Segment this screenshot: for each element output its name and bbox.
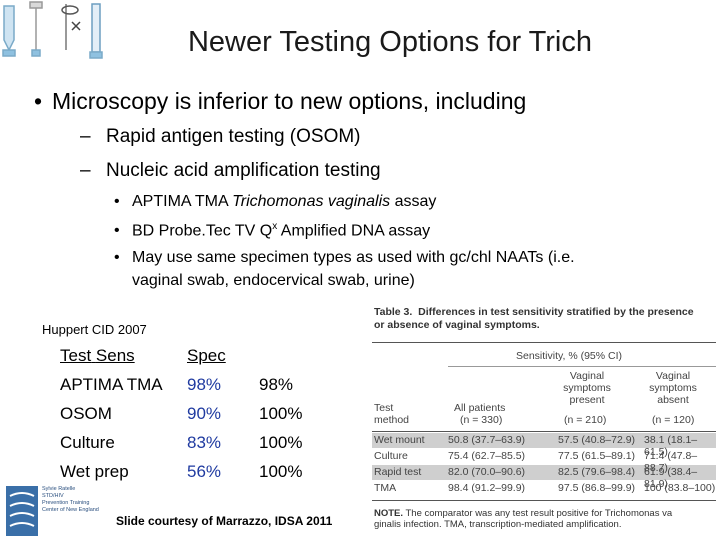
all-cell: 50.8 (37.7–63.9) — [448, 434, 526, 446]
table3-note: NOTE. The comparator was any test result… — [374, 508, 672, 530]
bullet-dot-icon: • — [114, 249, 120, 266]
method-cell: Culture — [374, 450, 408, 462]
group-header: Sensitivity, % (95% CI) — [516, 350, 622, 362]
test-kit-illustration-icon — [2, 1, 103, 59]
text: Amplified DNA assay — [277, 222, 431, 240]
sens-value: 98% — [187, 375, 222, 394]
n-all: (n = 330) — [460, 414, 503, 426]
header-line: symptoms — [563, 382, 611, 394]
table3-sensitivity: Table 3. Differences in test sensitivity… — [368, 304, 720, 540]
spec-value: 98% — [259, 375, 294, 394]
dash-icon: – — [80, 160, 91, 181]
test-name: APTIMA TMA — [60, 375, 163, 394]
header-line: Vaginal — [569, 370, 605, 382]
logo-line: Prevention Training — [42, 500, 90, 506]
subsub-bullet-specimen: • May use same specimen types as used wit… — [114, 249, 575, 267]
table3-row-highlight — [372, 433, 716, 448]
absent-cell: 100 (83.8–100) — [644, 482, 716, 494]
test-name: OSOM — [60, 404, 112, 423]
col-all-header: All patients — [454, 402, 506, 414]
logo-text: Sylvie Ratelle STD/HIV Prevention Traini… — [42, 486, 99, 514]
n-present: (n = 210) — [564, 414, 607, 426]
species-name: Trichomonas vaginalis — [232, 193, 391, 210]
header-line: symptoms — [649, 382, 697, 394]
slide-credit: Slide courtesy of Marrazzo, IDSA 2011 — [116, 514, 333, 528]
header-test-sens: Test Sens — [60, 346, 135, 366]
header-line: present — [569, 394, 605, 406]
absent-cell: 38.1 (18.1–61.5) — [644, 434, 698, 458]
method-cell: Rapid test — [374, 466, 422, 478]
test-name: Culture — [60, 433, 115, 452]
reference-citation: Huppert CID 2007 — [42, 322, 147, 337]
caption-line: Differences in test sensitivity stratifi… — [418, 306, 694, 318]
table3-caption: Table 3. Differences in test sensitivity… — [374, 306, 694, 332]
text: assay — [390, 193, 437, 210]
all-cell: 98.4 (91.2–99.9) — [448, 482, 526, 494]
present-cell: 97.5 (86.8–99.9) — [558, 482, 636, 494]
table3-rule — [372, 342, 716, 343]
sub-bullet-text: Rapid antigen testing (OSOM) — [106, 126, 361, 147]
caption-line: or absence of vaginal symptoms. — [374, 319, 540, 331]
table3-rule — [372, 431, 716, 432]
training-center-logo: Sylvie Ratelle STD/HIV Prevention Traini… — [6, 484, 106, 538]
header-sens: Sens — [95, 346, 135, 365]
logo-emblem-icon — [6, 486, 38, 536]
all-cell: 82.0 (70.0–90.6) — [448, 466, 526, 478]
table3-row-highlight — [372, 465, 716, 480]
spec-value: 100% — [259, 404, 303, 423]
all-cell: 75.4 (62.7–85.5) — [448, 450, 526, 462]
spec-value: 100% — [259, 433, 303, 452]
bullet-dot-icon: • — [114, 193, 120, 210]
sens-value: 56% — [187, 462, 222, 481]
sub-bullet-text: Nucleic acid amplification testing — [106, 160, 381, 181]
sub-bullet-naat: – Nucleic acid amplification testing — [80, 160, 381, 182]
spec-value: 100% — [259, 462, 303, 481]
header-line: method — [374, 414, 410, 426]
bullet-dot-icon: • — [114, 222, 120, 240]
sens-value: 83% — [187, 433, 222, 452]
test-name: Wet prep — [60, 462, 129, 481]
sens-value: 90% — [187, 404, 222, 423]
text: May use same specimen types as used with… — [132, 249, 575, 266]
method-cell: TMA — [374, 482, 397, 494]
slide-title: Newer Testing Options for Trich — [187, 26, 593, 58]
text: APTIMA TMA — [132, 193, 233, 210]
subsub-bullet-specimen-cont: vaginal swab, endocervical swab, urine) — [132, 272, 415, 289]
header-line: absent — [657, 394, 689, 406]
absent-cell: 71.4 (47.8–88.7) — [644, 450, 698, 474]
method-cell: Wet mount — [374, 434, 425, 446]
bullet-main-text: Microscopy is inferior to new options, i… — [52, 88, 527, 114]
note-line: The comparator was any test result posit… — [405, 508, 673, 519]
table3-rule — [448, 366, 716, 367]
header-spec: Spec — [187, 346, 226, 366]
note-label: NOTE. — [374, 508, 404, 519]
present-cell: 57.5 (40.8–72.9) — [558, 434, 636, 446]
table3-label: Table 3. — [374, 306, 413, 318]
bullet-dot-icon: • — [34, 88, 43, 114]
absent-cell: 61.9 (38.4–81.9) — [644, 466, 698, 490]
header-line: Test — [374, 402, 394, 414]
logo-line: STD/HIV — [42, 493, 64, 499]
subsub-bullet-aptima: • APTIMA TMA Trichomonas vaginalis assay — [114, 193, 436, 211]
superscript: x — [272, 221, 278, 232]
bullet-main: • Microscopy is inferior to new options, … — [34, 88, 526, 115]
text: BD Probe.Tec TV Q — [132, 222, 273, 240]
col-present-header: Vaginal symptoms present — [552, 370, 622, 406]
logo-line: Center of New England — [42, 507, 99, 513]
note-line: ginalis infection. TMA, transcription-me… — [374, 519, 622, 530]
header-spec-text: Spec — [187, 346, 226, 365]
present-cell: 82.5 (79.6–98.4) — [558, 466, 636, 478]
present-cell: 77.5 (61.5–89.1) — [558, 450, 636, 462]
sub-bullet-osom: – Rapid antigen testing (OSOM) — [80, 126, 361, 148]
subsub-bullet-bd: • BD Probe.Tec TV Qx Amplified DNA assay — [114, 221, 430, 240]
col-absent-header: Vaginal symptoms absent — [638, 370, 708, 406]
table3-rule — [372, 500, 716, 501]
header-test: Test — [60, 346, 92, 365]
col-test-header: Test method — [374, 402, 409, 426]
logo-line: Sylvie Ratelle — [42, 486, 76, 492]
n-absent: (n = 120) — [652, 414, 695, 426]
header-line: Vaginal — [655, 370, 691, 382]
dash-icon: – — [80, 126, 91, 147]
